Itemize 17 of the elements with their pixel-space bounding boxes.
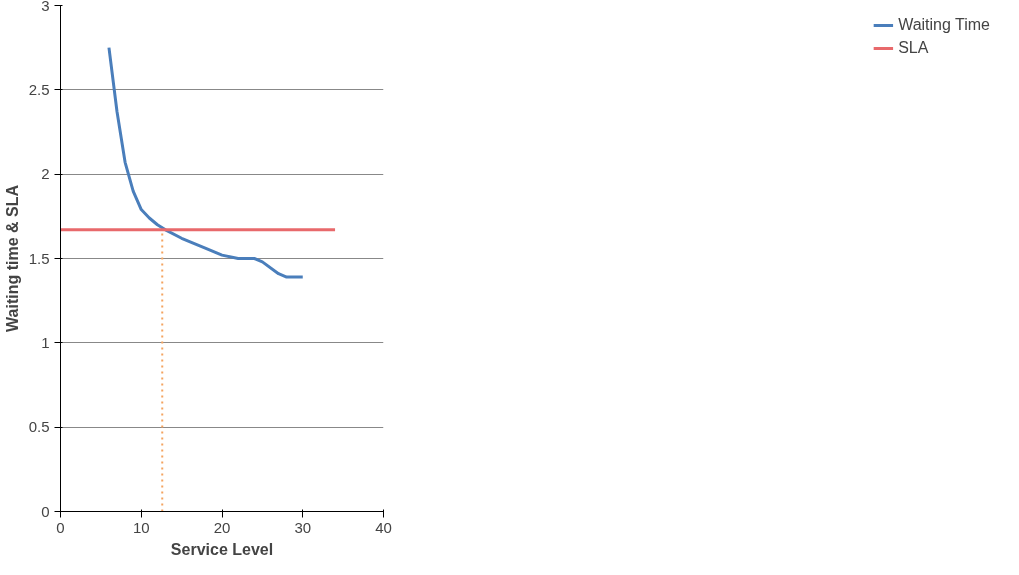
y-axis-title: Waiting time & SLA xyxy=(3,184,21,332)
x-tick-label: 40 xyxy=(375,518,392,536)
x-tick-label: 10 xyxy=(132,518,150,536)
y-tick-label: 2.5 xyxy=(28,80,50,98)
x-tick-label: 30 xyxy=(294,518,312,536)
y-tick-label: 2 xyxy=(41,165,50,183)
y-tick-label: 3 xyxy=(41,0,50,14)
y-tick-label: 0.5 xyxy=(28,418,50,436)
x-tick-label: 20 xyxy=(213,518,231,536)
legend-label: SLA xyxy=(898,39,929,57)
legend-label: Waiting Time xyxy=(898,16,990,34)
y-tick-label: 1 xyxy=(41,333,50,351)
x-axis-title: Service Level xyxy=(170,540,274,558)
line-series xyxy=(107,46,305,279)
y-tick-label: 1.5 xyxy=(28,249,50,267)
x-tick-label: 0 xyxy=(56,518,65,536)
y-tick-label: 0 xyxy=(41,502,50,520)
